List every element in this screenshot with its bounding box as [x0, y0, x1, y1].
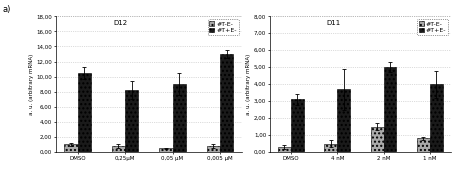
Bar [324, 144, 337, 152]
Y-axis label: a. u. (arbitrary mRNA): a. u. (arbitrary mRNA) [246, 54, 251, 115]
Bar [159, 148, 173, 152]
Text: D12: D12 [114, 20, 128, 26]
Y-axis label: a. u. (arbitrary mRNA): a. u. (arbitrary mRNA) [29, 54, 34, 115]
Bar [125, 90, 139, 152]
Bar [112, 146, 125, 152]
Legend: #T-E-, #T+E-: #T-E-, #T+E- [207, 19, 239, 35]
Bar [337, 89, 350, 152]
Bar [430, 84, 443, 152]
Text: a): a) [2, 5, 11, 14]
Bar [173, 84, 186, 152]
Legend: #T-E-, #T+E-: #T-E-, #T+E- [417, 19, 448, 35]
Bar [371, 127, 384, 152]
Bar [78, 73, 91, 152]
Bar [220, 54, 233, 152]
Bar [291, 99, 304, 152]
Bar [64, 144, 78, 152]
Bar [207, 146, 220, 152]
Text: D11: D11 [326, 20, 340, 26]
Bar [417, 138, 430, 152]
Bar [384, 67, 397, 152]
Bar [278, 147, 291, 152]
